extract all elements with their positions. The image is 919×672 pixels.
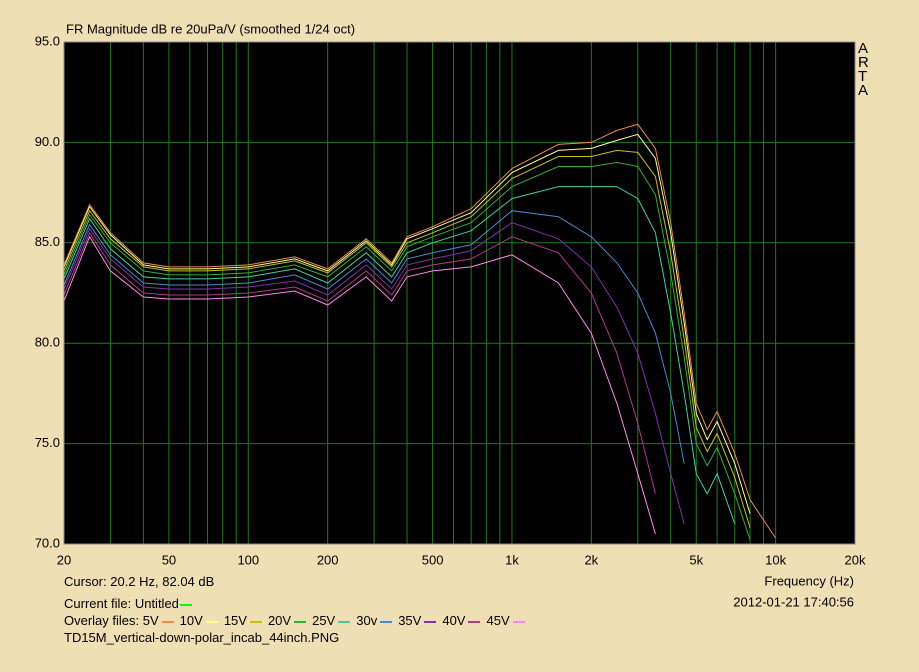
- legend-label: 35V: [398, 613, 422, 628]
- legend-swatch: [249, 620, 262, 623]
- legend-label: 25V: [312, 613, 336, 628]
- x-tick-label: 10k: [765, 552, 786, 567]
- legend-swatch: [468, 620, 481, 623]
- x-tick-label: 500: [422, 552, 444, 567]
- legend-label: 45V: [486, 613, 510, 628]
- legend-swatch: [161, 620, 174, 623]
- x-tick-label: 20k: [845, 552, 866, 567]
- legend-label: 30v: [356, 613, 378, 628]
- series-line: [64, 123, 777, 539]
- x-axis-label: Frequency (Hz): [764, 573, 854, 588]
- x-tick-label: 50: [162, 552, 176, 567]
- legend-swatch: [424, 620, 437, 623]
- series-line: [64, 210, 685, 464]
- x-tick-label: 2k: [584, 552, 598, 567]
- legend-swatch: [338, 620, 351, 623]
- legend-swatch: [380, 620, 393, 623]
- x-tick-label: 5k: [689, 552, 703, 567]
- legend-label: 40V: [442, 613, 466, 628]
- file-name: TD15M_vertical-down-polar_incab_44inch.P…: [64, 630, 340, 645]
- x-tick-label: 20: [57, 552, 71, 567]
- chart-title: FR Magnitude dB re 20uPa/V (smoothed 1/2…: [66, 21, 355, 36]
- legend-label: 20V: [267, 613, 292, 628]
- series-line: [64, 186, 736, 525]
- overlay-label: Overlay files:: [64, 613, 140, 628]
- legend-swatch: [205, 620, 218, 623]
- series-line: [64, 133, 751, 515]
- x-tick-label: 100: [237, 552, 259, 567]
- series-line: [64, 222, 685, 525]
- current-file-row: Current file: Untitled: [64, 596, 198, 612]
- legend: Overlay files: 5V 10V 15V 20V 25V 30v 35V 40V 45…: [64, 613, 531, 629]
- current-file-label: Current file:: [64, 596, 132, 611]
- x-tick-label: 1k: [505, 552, 519, 567]
- cursor-text: Cursor: 20.2 Hz, 82.04 dB: [64, 574, 215, 589]
- timestamp: 2012-01-21 17:40:56: [733, 594, 854, 609]
- y-tick-label: 90.0: [35, 134, 60, 149]
- y-tick-label: 70.0: [35, 535, 60, 550]
- series-line: [64, 235, 656, 535]
- legend-swatch: [512, 620, 525, 623]
- y-tick-label: 85.0: [35, 234, 60, 249]
- plot-border: [63, 41, 856, 545]
- legend-label: 5V: [142, 613, 159, 628]
- y-tick-label: 95.0: [35, 33, 60, 48]
- x-tick-label: 200: [317, 552, 339, 567]
- series-line: [64, 231, 656, 494]
- series-line: [64, 161, 751, 541]
- y-tick-label: 80.0: [35, 335, 60, 350]
- current-file: Untitled: [134, 596, 179, 611]
- series-line: [64, 149, 751, 529]
- legend-swatch: [294, 620, 307, 623]
- plot-area: [64, 42, 855, 544]
- side-label: ARTA: [858, 40, 869, 99]
- legend-label: 15V: [223, 613, 247, 628]
- legend-label: 10V: [179, 613, 203, 628]
- current-file-swatch: [179, 603, 192, 606]
- y-tick-label: 75.0: [35, 435, 60, 450]
